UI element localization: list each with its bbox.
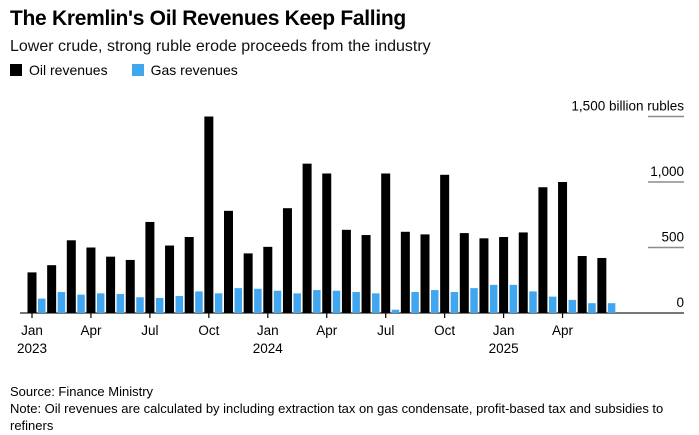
- gas-bar-may-2023: [116, 294, 125, 313]
- gas-bar-oct-2024: [450, 292, 459, 313]
- oil-bar-jun-2023: [125, 259, 135, 313]
- y-tick-label-1000: 1,000: [650, 164, 684, 179]
- oil-bar-aug-2024: [400, 231, 410, 313]
- gas-bar-may-2025: [588, 303, 596, 313]
- chart-header: The Kremlin's Oil Revenues Keep Falling …: [10, 7, 690, 56]
- oil-bar-dec-2023: [243, 253, 253, 313]
- oil-bar-mar-2023: [66, 240, 76, 313]
- gas-bar-apr-2025: [568, 299, 577, 313]
- oil-bar-oct-2024: [440, 174, 450, 313]
- gas-bar-feb-2025: [529, 291, 537, 313]
- oil-bar-jan-2023: [27, 272, 37, 313]
- x-tick-month-label-6: Jul: [141, 323, 158, 338]
- oil-bar-oct-2023: [204, 116, 214, 313]
- chart-title: The Kremlin's Oil Revenues Keep Falling: [10, 7, 406, 30]
- gas-bar-apr-2023: [96, 293, 105, 313]
- oil-bar-nov-2023: [224, 210, 233, 313]
- gas-swatch-icon: [131, 64, 144, 76]
- x-tick-year-label-12: 2024: [253, 341, 284, 356]
- oil-bar-mar-2024: [302, 163, 312, 313]
- gas-bar-jul-2024: [391, 309, 400, 313]
- gas-bar-jan-2023: [38, 298, 46, 313]
- oil-bar-may-2024: [341, 229, 351, 313]
- gas-bar-dec-2023: [254, 288, 262, 313]
- oil-bar-may-2025: [577, 256, 587, 313]
- oil-bar-apr-2025: [558, 182, 568, 313]
- oil-bar-jul-2024: [381, 173, 391, 313]
- chart-legend: Oil revenues Gas revenues: [10, 62, 238, 78]
- gas-bar-jun-2024: [372, 293, 380, 313]
- oil-bar-sep-2024: [420, 234, 430, 313]
- oil-bar-jun-2024: [361, 235, 371, 313]
- oil-bar-feb-2025: [518, 232, 528, 313]
- gas-bar-apr-2024: [332, 290, 341, 313]
- oil-bar-jan-2024: [263, 246, 273, 313]
- oil-bar-nov-2024: [459, 233, 469, 313]
- gas-bar-sep-2023: [195, 291, 203, 313]
- oil-bar-aug-2023: [165, 245, 175, 313]
- x-tick-month-label-9: Oct: [198, 323, 219, 338]
- x-tick-month-label-12: Jan: [257, 323, 279, 338]
- oil-bar-mar-2025: [538, 187, 548, 313]
- oil-bar-feb-2024: [282, 208, 292, 313]
- oil-bar-jun-2025: [597, 257, 607, 313]
- chart-footer: Source: Finance Ministry Note: Oil reven…: [10, 383, 672, 434]
- oil-bar-apr-2023: [86, 247, 96, 313]
- x-tick-month-label-24: Jan: [493, 323, 515, 338]
- oil-bar-feb-2023: [47, 265, 57, 313]
- x-tick-year-label-24: 2025: [489, 341, 519, 356]
- gas-bar-mar-2023: [77, 294, 85, 313]
- oil-bar-jan-2025: [499, 237, 509, 313]
- gas-bar-jun-2023: [136, 297, 144, 313]
- gas-bar-nov-2023: [234, 288, 242, 313]
- x-tick-month-label-15: Apr: [316, 323, 338, 338]
- x-tick-month-label-3: Apr: [80, 323, 102, 338]
- gas-bar-aug-2024: [411, 292, 419, 313]
- revenue-bar-chart-svg: 0 500 1,000 1,500 billion rubles Jan 2023 Apr J…: [17, 99, 684, 357]
- gas-bar-nov-2024: [470, 288, 478, 313]
- source-line: Source: Finance Ministry: [10, 384, 154, 399]
- chart-subtitle: Lower crude, strong ruble erode proceeds…: [10, 38, 431, 55]
- oil-bar-dec-2024: [479, 238, 489, 313]
- gas-bar-mar-2024: [313, 290, 321, 313]
- x-tick-month-label-21: Oct: [434, 323, 455, 338]
- y-tick-label-0: 0: [676, 295, 684, 310]
- x-tick-month-label-18: Jul: [377, 323, 394, 338]
- note-line: Note: Oil revenues are calculated by inc…: [10, 401, 664, 433]
- x-tick-year-label-0: 2023: [17, 341, 47, 356]
- y-tick-label-500: 500: [661, 230, 684, 245]
- gas-bar-jun-2025: [607, 303, 616, 313]
- gas-bar-mar-2025: [548, 296, 557, 313]
- gas-bar-jan-2024: [273, 290, 282, 313]
- gas-bar-aug-2023: [175, 295, 184, 313]
- legend-item-gas: Gas revenues: [131, 62, 238, 78]
- oil-bar-apr-2024: [322, 173, 332, 313]
- gas-bar-may-2024: [352, 292, 360, 313]
- legend-item-oil: Oil revenues: [10, 62, 108, 78]
- gas-bar-feb-2023: [57, 292, 66, 313]
- oil-bar-may-2023: [106, 256, 116, 313]
- oil-bar-sep-2023: [184, 237, 194, 313]
- gas-bar-dec-2024: [489, 284, 498, 313]
- legend-gas-label: Gas revenues: [150, 62, 238, 78]
- gas-bar-jul-2023: [155, 297, 164, 313]
- gas-bar-feb-2024: [293, 293, 301, 313]
- oil-swatch-icon: [10, 64, 22, 76]
- x-tick-month-label-27: Apr: [552, 323, 574, 338]
- gas-bar-sep-2024: [431, 290, 439, 313]
- chart-area: 0 500 1,000 1,500 billion rubles Jan 2023 Apr J…: [0, 85, 699, 367]
- y-tick-label-1500: 1,500 billion rubles: [571, 99, 684, 114]
- legend-oil-label: Oil revenues: [29, 62, 108, 78]
- oil-bar-jul-2023: [145, 221, 155, 313]
- gas-bar-oct-2023: [214, 293, 223, 313]
- gas-bar-jan-2025: [509, 284, 518, 313]
- x-tick-month-label-0: Jan: [21, 323, 43, 338]
